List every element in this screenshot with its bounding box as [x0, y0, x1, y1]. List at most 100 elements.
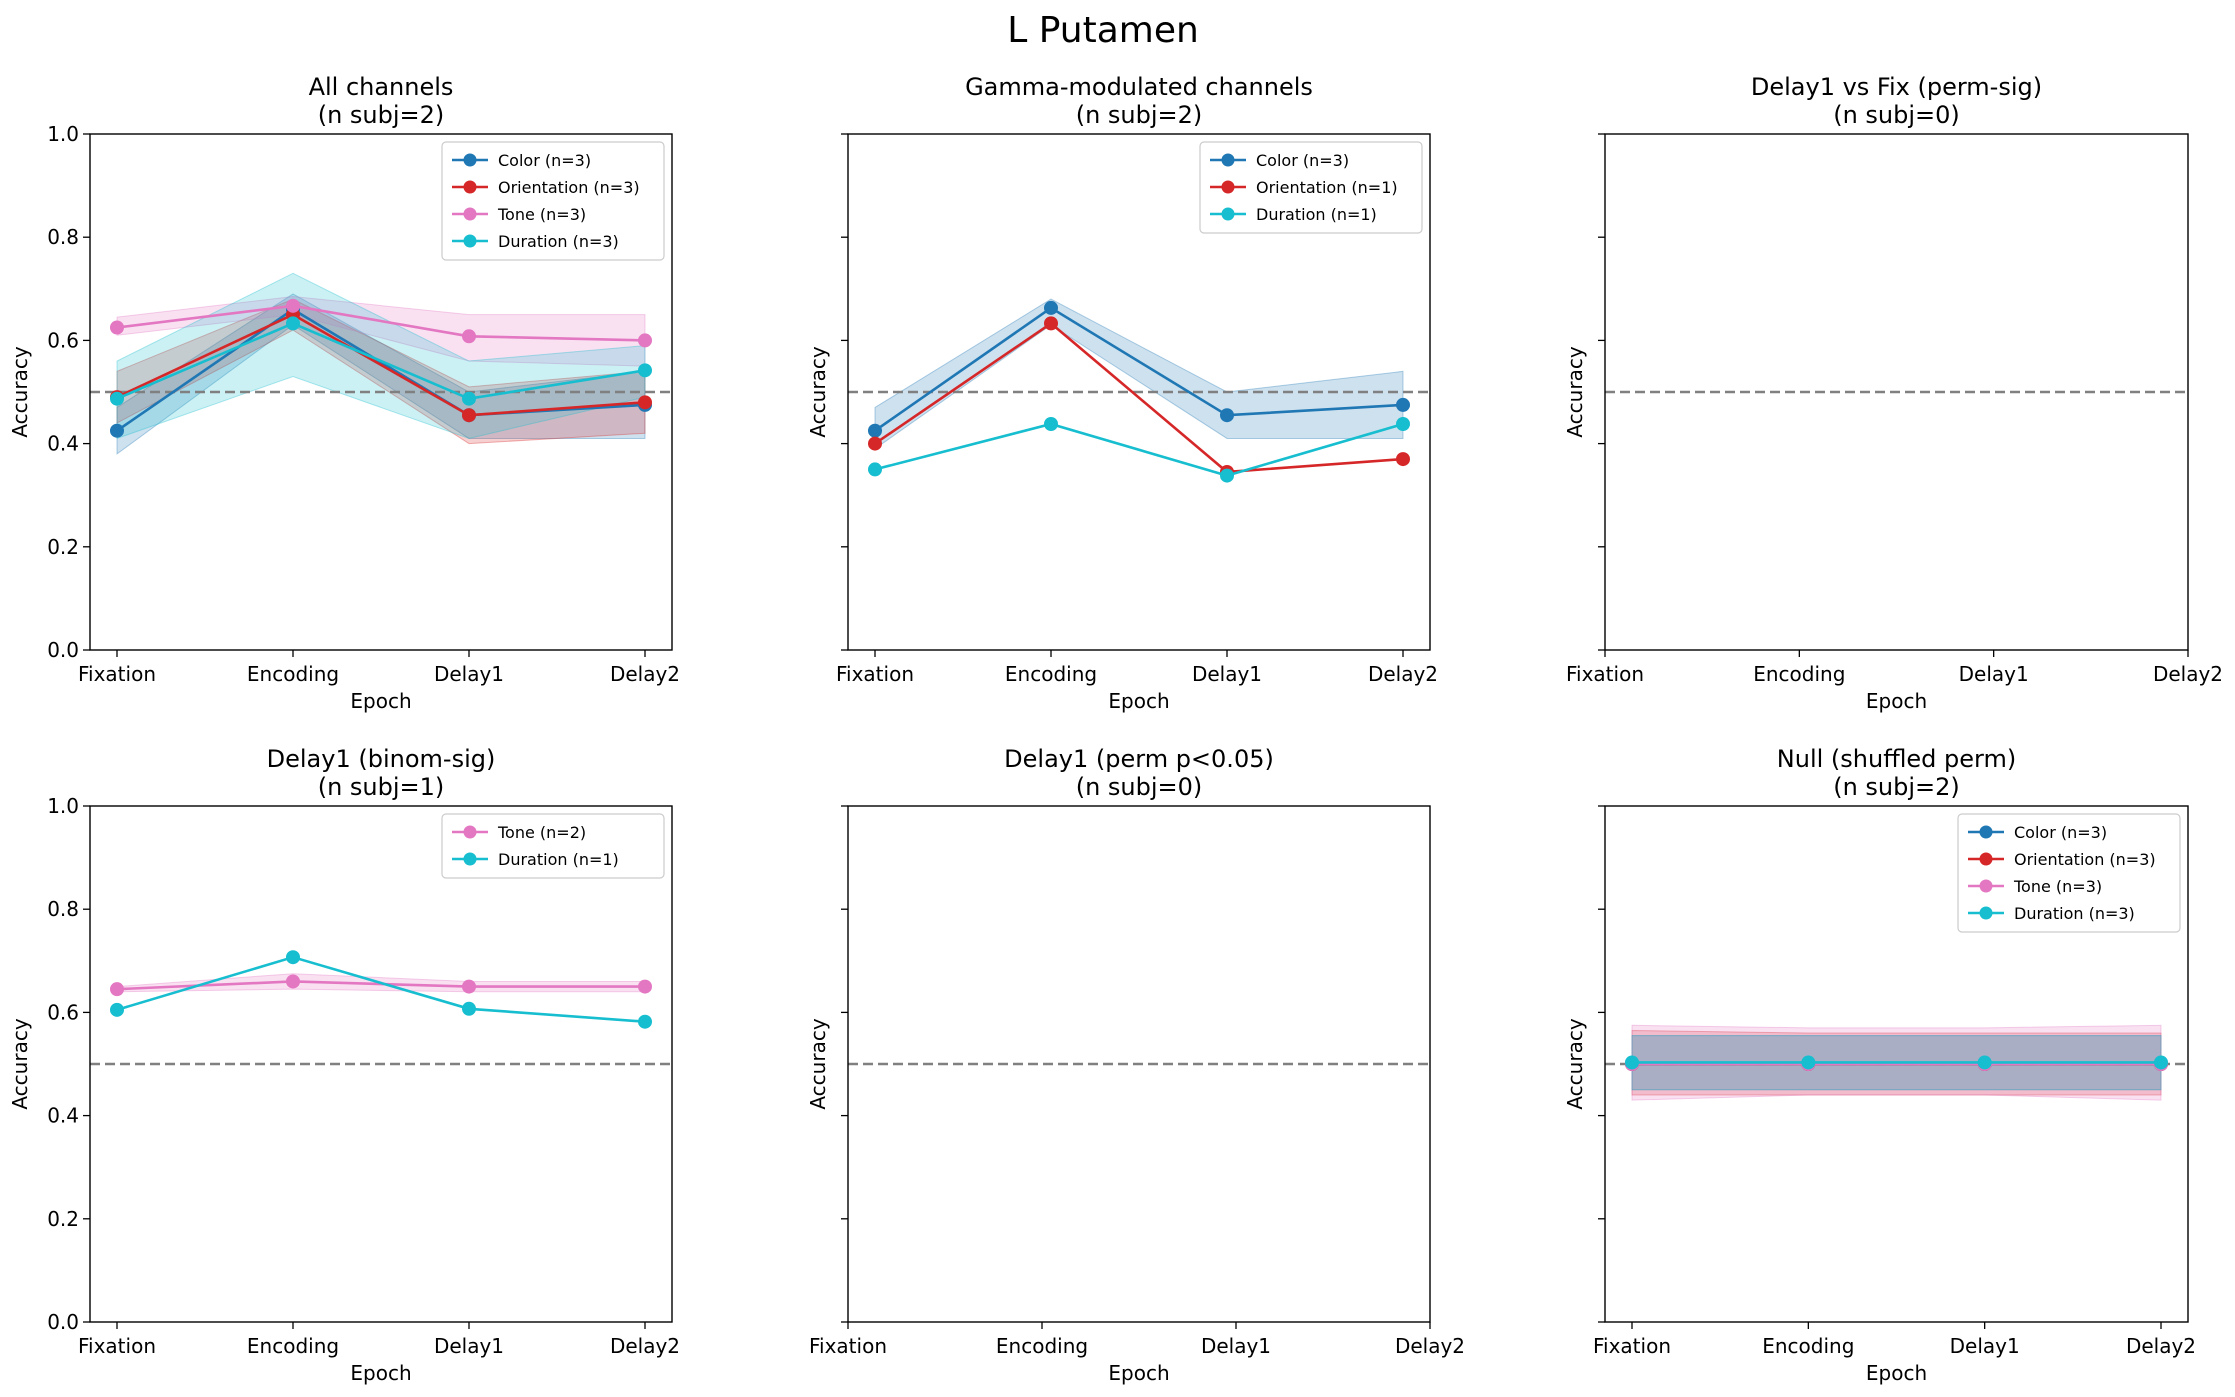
figure-title: L Putamen	[1007, 10, 1199, 51]
y-axis-label: Accuracy	[8, 1018, 32, 1109]
x-tick-label: Encoding	[247, 662, 339, 686]
data-point-tone	[462, 329, 476, 344]
error-band-duration	[116, 272, 646, 440]
data-point-tone	[110, 982, 124, 997]
chart-title-line: (n subj=0)	[1833, 101, 1960, 129]
plot-frame	[847, 133, 1431, 651]
data-point-duration	[1977, 1055, 1992, 1070]
data-point-duration	[1801, 1055, 1816, 1070]
chart-title-line: All channels	[309, 73, 454, 101]
plot-frame	[1604, 805, 2189, 1323]
y-tick-label: 0.8	[47, 897, 79, 921]
legend: Tone (n=2) Duration (n=1)	[441, 813, 665, 879]
y-tick-label: 0.8	[47, 225, 79, 249]
series-line-tone	[116, 304, 646, 342]
legend: Color (n=3) Orientation (n=3) Tone (n=3) Du…	[1957, 813, 2181, 933]
chart-title-line: Null (shuffled perm)	[1777, 745, 2016, 773]
y-tick-label: 0.6	[47, 328, 79, 352]
legend-label: Duration (n=3)	[2014, 904, 2135, 923]
data-point-duration	[868, 462, 882, 477]
chart-panel-1: All channels(n subj=2) 0.0 0.2 0.4 0.6 0.8 1.0…	[8, 73, 680, 713]
x-tick-label: Encoding	[996, 1334, 1088, 1358]
legend: Color (n=3) Orientation (n=3) Tone (n=3) Du…	[441, 141, 665, 261]
legend-label: Color (n=3)	[1256, 151, 1349, 170]
legend-label: Tone (n=2)	[497, 823, 586, 842]
data-point-orientation	[1396, 452, 1410, 467]
chart-title-line: Delay1 vs Fix (perm-sig)	[1751, 73, 2042, 101]
x-tick-label: Delay1	[1192, 662, 1262, 686]
legend-label: Orientation (n=1)	[1256, 178, 1398, 197]
data-point-color	[868, 423, 882, 438]
legend-label: Duration (n=3)	[498, 232, 619, 251]
data-point-tone	[638, 333, 652, 348]
series-line-color	[874, 306, 1404, 432]
y-axis-label: Accuracy	[806, 1018, 830, 1109]
x-tick-label: Fixation	[1593, 1334, 1671, 1358]
legend-marker-orientation	[1221, 180, 1235, 194]
x-tick-label: Encoding	[1005, 662, 1097, 686]
series-line-duration	[116, 321, 646, 401]
x-axis-label: Epoch	[350, 1361, 411, 1385]
x-axis-label: Epoch	[1108, 689, 1169, 713]
data-point-tone	[110, 320, 124, 335]
y-axis-label: Accuracy	[806, 346, 830, 437]
x-tick-label: Delay2	[2126, 1334, 2196, 1358]
y-tick-label: 0.4	[47, 432, 79, 456]
x-tick-label: Fixation	[836, 662, 914, 686]
x-tick-label: Delay1	[434, 662, 504, 686]
x-tick-label: Delay2	[2153, 662, 2223, 686]
data-point-color	[1044, 300, 1058, 315]
plot-frame	[847, 805, 1431, 1323]
data-point-duration	[462, 1001, 476, 1016]
chart-title-line: Gamma-modulated channels	[965, 73, 1313, 101]
chart-title-line: (n subj=1)	[318, 773, 445, 801]
chart-panel-2: Gamma-modulated channels(n subj=2) Fixati…	[806, 73, 1438, 713]
data-point-orientation	[868, 436, 882, 451]
x-axis-label: Epoch	[1866, 1361, 1927, 1385]
data-point-duration	[462, 391, 476, 406]
data-point-color	[1396, 397, 1410, 412]
legend-marker-color	[1221, 153, 1235, 167]
legend-label: Orientation (n=3)	[498, 178, 640, 197]
x-tick-label: Delay1	[1201, 1334, 1271, 1358]
data-point-duration	[1396, 416, 1410, 431]
legend-label: Color (n=3)	[2014, 823, 2107, 842]
data-point-tone	[462, 979, 476, 994]
legend-box	[441, 813, 665, 879]
legend-marker-tone	[1979, 879, 1993, 893]
legend-box	[441, 141, 665, 261]
data-point-duration	[286, 950, 300, 965]
y-tick-label: 0.2	[47, 535, 79, 559]
legend-marker-color	[1979, 825, 1993, 839]
y-tick-label: 0.0	[47, 638, 79, 662]
legend-box	[1199, 141, 1423, 234]
series-line-duration	[116, 955, 646, 1023]
series-line-orientation	[116, 313, 646, 417]
chart-panel-3: Delay1 vs Fix (perm-sig)(n subj=0) Fixati…	[1563, 73, 2223, 713]
legend-marker-orientation	[463, 180, 477, 194]
x-tick-label: Delay2	[610, 662, 680, 686]
y-tick-label: 0.2	[47, 1207, 79, 1231]
legend-marker-duration	[1221, 207, 1235, 221]
data-point-duration	[286, 316, 300, 331]
x-tick-label: Fixation	[1566, 662, 1644, 686]
legend-marker-duration	[463, 234, 477, 248]
data-point-duration	[2154, 1055, 2168, 1070]
series-line-duration	[874, 422, 1404, 477]
y-axis-label: Accuracy	[1563, 1018, 1587, 1109]
chart-title-line: (n subj=2)	[1833, 773, 1960, 801]
data-point-duration	[638, 1014, 652, 1029]
x-tick-label: Delay2	[1395, 1334, 1465, 1358]
y-tick-label: 0.4	[47, 1104, 79, 1128]
legend-label: Orientation (n=3)	[2014, 850, 2156, 869]
legend-label: Duration (n=1)	[1256, 205, 1377, 224]
x-axis-label: Epoch	[1866, 689, 1927, 713]
y-axis-label: Accuracy	[8, 346, 32, 437]
data-point-duration	[1625, 1055, 1639, 1070]
legend-marker-color	[463, 153, 477, 167]
data-point-color	[110, 423, 124, 438]
plot-frame	[1604, 133, 2189, 651]
x-tick-label: Fixation	[809, 1334, 887, 1358]
data-point-tone	[286, 974, 300, 989]
data-point-duration	[1044, 416, 1058, 431]
